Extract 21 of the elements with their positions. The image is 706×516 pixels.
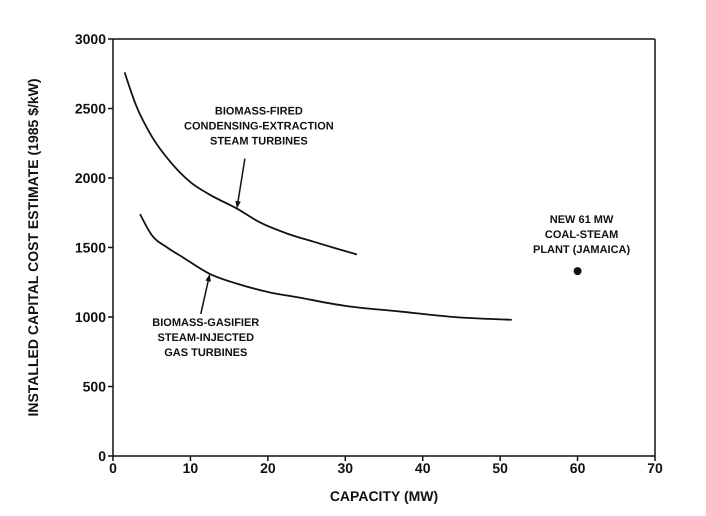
x-tick-label: 70 xyxy=(647,460,663,476)
annotation: NEW 61 MW COAL-STEAM PLANT (JAMAICA) xyxy=(532,214,630,256)
x-tick-label: 20 xyxy=(260,460,276,476)
x-tick-label: 40 xyxy=(414,460,431,476)
y-tick-label: 500 xyxy=(82,378,106,394)
annotation: BIOMASS-GASIFIER STEAM-INJECTED GAS TURBINES xyxy=(152,316,260,359)
y-tick-label: 3000 xyxy=(74,30,106,47)
y-tick-label: 1000 xyxy=(74,308,106,325)
y-tick-label: 2000 xyxy=(74,170,106,186)
y-tick-label: 1500 xyxy=(74,239,106,256)
y-tick-label: 0 xyxy=(98,448,106,464)
x-tick-label: 10 xyxy=(182,460,198,476)
y-axis-title: INSTALLED CAPITAL COST ESTIMATE (1985 $/kW) xyxy=(24,78,41,417)
x-axis-title: CAPACITY (MW) xyxy=(330,488,438,504)
x-tick-label: 60 xyxy=(570,460,586,476)
line-series xyxy=(124,71,358,256)
annotation: BIOMASS-FIRED CONDENSING-EXTRACTION STEAM TURBINES xyxy=(184,105,334,148)
x-tick-label: 30 xyxy=(337,460,354,476)
x-tick-label: 0 xyxy=(109,460,118,476)
x-tick-label: 50 xyxy=(492,460,508,476)
y-tick-label: 2500 xyxy=(74,100,106,116)
